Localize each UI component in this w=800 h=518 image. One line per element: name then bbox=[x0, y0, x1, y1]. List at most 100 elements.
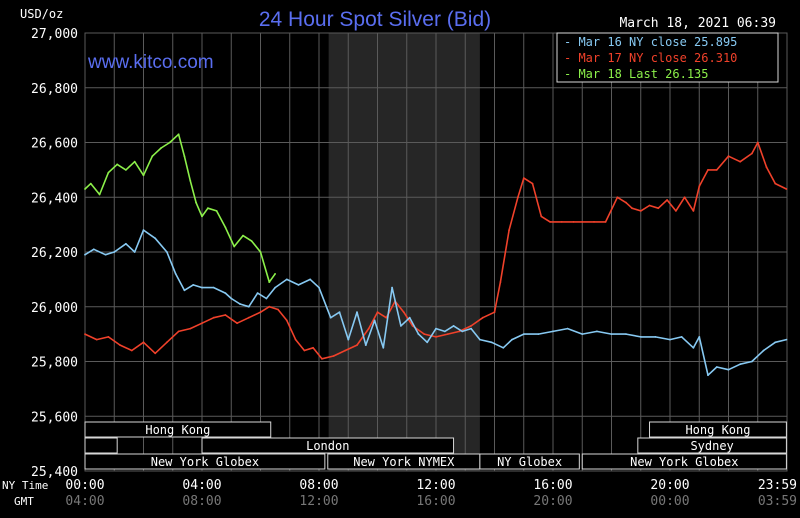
data-point-mar17 bbox=[531, 182, 534, 185]
data-point-mar17 bbox=[435, 336, 437, 338]
data-point-mar17 bbox=[376, 311, 379, 314]
data-point-mar17 bbox=[446, 333, 449, 335]
session-label: Sydney bbox=[690, 439, 733, 453]
data-point-mar18 bbox=[116, 163, 119, 166]
data-point-mar17 bbox=[236, 322, 239, 325]
data-point-mar17 bbox=[385, 316, 388, 319]
price-series bbox=[84, 133, 788, 377]
data-point-mar17 bbox=[212, 316, 215, 319]
legend-entry-mar17: - Mar 17 NY close 26.310 bbox=[564, 51, 737, 65]
data-point-mar16 bbox=[707, 374, 709, 377]
data-point-mar17 bbox=[572, 221, 575, 223]
y-tick-label: 26,000 bbox=[31, 301, 78, 316]
chart-timestamp: March 18, 2021 06:39 bbox=[619, 16, 776, 31]
data-point-mar16 bbox=[125, 242, 127, 245]
data-point-mar16 bbox=[552, 330, 554, 333]
data-point-mar16 bbox=[297, 284, 300, 286]
data-point-mar17 bbox=[356, 344, 358, 346]
data-point-mar17 bbox=[224, 314, 227, 316]
data-point-mar17 bbox=[321, 357, 323, 360]
data-point-mar18 bbox=[224, 226, 227, 229]
x-tick-label-ny: 00:00 bbox=[65, 478, 104, 493]
x-axis-ticks: 00:0004:0004:0008:0008:0012:0012:0016:00… bbox=[65, 478, 797, 509]
x-tick-label-ny: 16:00 bbox=[533, 478, 572, 493]
data-point-mar18 bbox=[89, 182, 92, 185]
data-point-mar16 bbox=[502, 346, 505, 349]
data-point-mar17 bbox=[294, 338, 297, 341]
data-point-mar18 bbox=[107, 171, 110, 174]
data-point-mar16 bbox=[201, 286, 203, 289]
data-point-mar17 bbox=[765, 166, 768, 169]
data-point-mar17 bbox=[499, 281, 502, 283]
x-tick-label-gmt: 00:00 bbox=[650, 494, 689, 509]
data-point-mar16 bbox=[692, 346, 695, 349]
data-point-mar17 bbox=[581, 221, 584, 223]
session-label: New York Globex bbox=[151, 455, 259, 469]
data-point-mar17 bbox=[177, 330, 180, 333]
data-point-mar16 bbox=[265, 297, 268, 300]
data-point-mar16 bbox=[698, 336, 701, 338]
data-point-mar16 bbox=[92, 248, 95, 251]
data-point-mar16 bbox=[461, 330, 464, 333]
legend-entry-mar16: - Mar 16 NY close 25.895 bbox=[564, 35, 737, 49]
x-tick-label-gmt: 08:00 bbox=[182, 494, 221, 509]
data-point-mar18 bbox=[98, 193, 101, 196]
data-point-mar18 bbox=[183, 155, 186, 158]
data-point-mar16 bbox=[382, 346, 385, 349]
data-point-mar16 bbox=[639, 336, 642, 338]
data-point-mar17 bbox=[312, 346, 314, 349]
data-point-mar16 bbox=[400, 325, 402, 327]
chart-title: 24 Hour Spot Silver (Bid) bbox=[259, 8, 491, 31]
data-point-mar16 bbox=[443, 330, 446, 333]
x-tick-label-gmt: 04:00 bbox=[65, 494, 104, 509]
x-tick-label-ny: 04:00 bbox=[182, 478, 221, 493]
data-point-mar18 bbox=[274, 273, 276, 275]
data-point-mar16 bbox=[174, 273, 177, 275]
data-point-mar17 bbox=[277, 308, 279, 311]
data-point-mar18 bbox=[268, 281, 271, 283]
data-point-mar17 bbox=[727, 155, 730, 158]
data-point-mar17 bbox=[367, 327, 370, 330]
data-point-mar17 bbox=[560, 221, 563, 223]
data-point-mar17 bbox=[154, 352, 157, 355]
data-point-mar18 bbox=[207, 207, 209, 210]
data-point-mar17 bbox=[707, 169, 709, 171]
data-point-mar17 bbox=[458, 330, 461, 333]
session-bar bbox=[649, 421, 787, 438]
data-point-mar17 bbox=[756, 141, 759, 144]
data-point-mar16 bbox=[113, 251, 116, 253]
x-tick-label-gmt: 12:00 bbox=[299, 494, 338, 509]
data-point-mar16 bbox=[762, 349, 765, 352]
data-point-mar17 bbox=[508, 229, 510, 232]
data-point-mar16 bbox=[329, 316, 332, 319]
data-point-mar16 bbox=[654, 336, 657, 338]
y-tick-label: 26,800 bbox=[31, 82, 78, 97]
x-tick-label-ny: 23:59 bbox=[758, 478, 797, 493]
data-point-mar16 bbox=[470, 327, 472, 330]
data-point-mar18 bbox=[160, 147, 163, 149]
data-point-mar17 bbox=[493, 311, 496, 314]
data-point-mar17 bbox=[692, 210, 695, 212]
data-point-mar17 bbox=[189, 327, 192, 330]
data-point-mar17 bbox=[95, 338, 98, 341]
x-tick-label-ny: 08:00 bbox=[299, 478, 338, 493]
data-point-mar16 bbox=[522, 333, 525, 335]
data-point-mar16 bbox=[391, 286, 393, 289]
data-point-mar16 bbox=[212, 286, 215, 289]
y-tick-label: 25,400 bbox=[31, 465, 78, 480]
grid bbox=[84, 32, 788, 472]
data-point-mar16 bbox=[715, 366, 718, 368]
data-point-mar18 bbox=[201, 215, 203, 218]
data-point-mar16 bbox=[435, 327, 437, 330]
data-point-mar16 bbox=[610, 333, 613, 335]
data-point-mar17 bbox=[517, 196, 519, 199]
data-point-mar17 bbox=[631, 207, 633, 210]
data-point-mar18 bbox=[125, 169, 127, 171]
data-point-mar18 bbox=[142, 174, 145, 177]
data-point-mar17 bbox=[344, 349, 347, 352]
data-point-mar17 bbox=[666, 199, 668, 201]
data-point-mar17 bbox=[259, 311, 262, 314]
data-point-mar16 bbox=[479, 338, 481, 341]
data-point-mar17 bbox=[657, 207, 660, 210]
